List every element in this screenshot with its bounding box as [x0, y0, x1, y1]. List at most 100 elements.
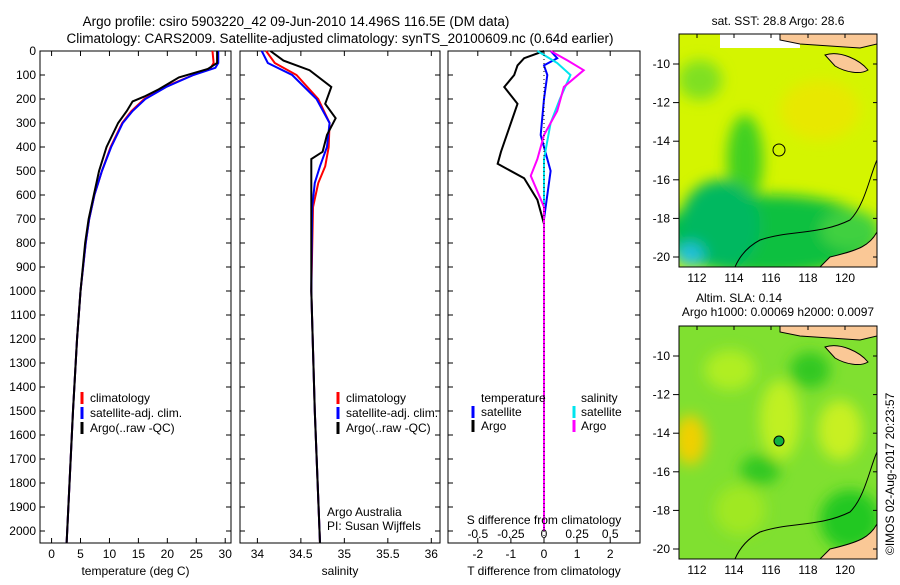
y-tick-label: 0: [29, 44, 36, 58]
x-tick-label: 25: [190, 547, 204, 561]
lon-tick-label: 116: [761, 563, 780, 577]
x-tick-label: 20: [161, 547, 175, 561]
y-tick-label: 500: [16, 164, 36, 178]
sla-map: Altim. SLA: 0.14 Argo h1000: 0.00069 h20…: [653, 291, 878, 577]
difference-panel: -2 -1 0 1 2 T difference from climatology -0.5…: [447, 50, 641, 578]
y-tick-label: 1300: [9, 356, 36, 370]
series-t-argo: [496, 50, 545, 531]
sla-map-title-2: Argo h1000: 0.00069 h2000: 0.0097: [682, 305, 874, 319]
lat-tick-label: -20: [653, 250, 671, 264]
x-tick-label: 5: [77, 547, 84, 561]
lon-tick-label: 112: [687, 563, 706, 577]
y-tick-label: 1800: [9, 476, 36, 490]
axes-box: [39, 50, 232, 544]
x2-axis-label: S difference from climatology: [467, 513, 622, 527]
x-axis-label: temperature (deg C): [81, 564, 189, 578]
lat-tick-label: -12: [653, 388, 671, 402]
lon-tick-label: 118: [798, 271, 817, 285]
legend-entry: satellite-adj. clim.: [90, 406, 182, 420]
lat-tick-label: -10: [653, 349, 671, 363]
temperature-panel: 0 5 10 15 20 25 300100200300400500600700800900…: [9, 44, 232, 578]
lon-tick-label: 112: [687, 271, 706, 285]
legend-entry: satellite: [481, 405, 522, 419]
x-tick-label: 30: [219, 547, 233, 561]
legend-title: temperature: [481, 391, 546, 405]
y-tick-label: 1200: [9, 332, 36, 346]
x-tick-label: 0: [48, 547, 55, 561]
x-tick-label: 15: [132, 547, 146, 561]
y-tick-label: 300: [16, 116, 36, 130]
lat-tick-label: -14: [653, 426, 671, 440]
lat-tick-label: -18: [653, 503, 671, 517]
salinity-panel: 34 34.5 35 35.5 36 salinity climatologysatelli…: [239, 50, 441, 578]
lat-tick-label: -18: [653, 211, 671, 225]
x-tick-label: 2: [607, 547, 614, 561]
legend-entry: satellite: [581, 405, 622, 419]
axes-box: [239, 50, 441, 544]
x-tick-label: 35.5: [376, 547, 400, 561]
y-tick-label: 100: [16, 68, 36, 82]
y-tick-label: 400: [16, 140, 36, 154]
x-tick-label: 1: [574, 547, 581, 561]
lon-tick-label: 114: [724, 271, 743, 285]
series-argo-raw-qc-: [269, 50, 337, 544]
series-satellite-adj-clim-: [260, 50, 331, 544]
lon-tick-label: 114: [724, 563, 743, 577]
legend-title: salinity: [581, 391, 618, 405]
lat-tick-label: -10: [653, 57, 671, 71]
legend-entry: Argo(..raw -QC): [90, 421, 175, 435]
annotation: Argo Australia: [327, 505, 402, 519]
x2-tick-label: 0.25: [565, 527, 589, 541]
series-climatology: [65, 50, 215, 544]
x-tick-label: 0: [541, 547, 548, 561]
x-tick-label: -2: [472, 547, 483, 561]
x2-tick-label: 0: [541, 527, 548, 541]
series-s-argo: [529, 50, 586, 531]
series-climatology: [265, 50, 331, 544]
legend-entry: Argo: [481, 419, 507, 433]
y-tick-label: 600: [16, 188, 36, 202]
argo-location-marker: [773, 435, 785, 447]
y-tick-label: 1500: [9, 404, 36, 418]
lon-tick-label: 120: [835, 563, 855, 577]
y-tick-label: 1700: [9, 452, 36, 466]
lat-tick-label: -16: [653, 465, 671, 479]
x2-tick-label: 0.5: [602, 527, 619, 541]
legend-entry: climatology: [90, 391, 150, 405]
y-tick-label: 800: [16, 236, 36, 250]
x-axis-label: salinity: [322, 564, 359, 578]
y-tick-label: 1400: [9, 380, 36, 394]
x-tick-label: 34: [251, 547, 265, 561]
y-tick-label: 1900: [9, 500, 36, 514]
series-argo-raw-qc-: [65, 51, 219, 544]
sst-map-title: sat. SST: 28.8 Argo: 28.6: [712, 14, 845, 28]
lat-tick-label: -12: [653, 96, 671, 110]
lon-tick-label: 116: [761, 271, 780, 285]
imos-timestamp: ©IMOS 02-Aug-2017 20:23:57: [883, 392, 897, 555]
legend-entry: Argo: [581, 419, 607, 433]
lon-tick-label: 120: [835, 271, 855, 285]
lon-tick-label: 118: [798, 563, 817, 577]
annotation: PI: Susan Wijffels: [327, 519, 421, 533]
x2-tick-label: -0.5: [467, 527, 488, 541]
y-tick-label: 200: [16, 92, 36, 106]
lat-tick-label: -16: [653, 173, 671, 187]
y-tick-label: 700: [16, 212, 36, 226]
y-tick-label: 1100: [10, 308, 36, 322]
x-axis-label: T difference from climatology: [467, 564, 621, 578]
sla-map-title-1: Altim. SLA: 0.14: [696, 291, 782, 305]
legend-entry: satellite-adj. clim.: [346, 406, 438, 420]
title-line-2: Climatology: CARS2009. Satellite-adjuste…: [66, 31, 613, 46]
y-tick-label: 2000: [9, 524, 36, 538]
y-tick-label: 1600: [9, 428, 36, 442]
y-tick-label: 1000: [9, 284, 36, 298]
lat-tick-label: -14: [653, 134, 671, 148]
x-tick-label: -1: [506, 547, 517, 561]
title-line-1: Argo profile: csiro 5903220_42 09-Jun-20…: [83, 14, 510, 29]
x-tick-label: 34.5: [289, 547, 313, 561]
sst-map: sat. SST: 28.8 Argo: 28.6 112 114 116 118 12…: [653, 14, 878, 285]
lat-tick-label: -20: [653, 542, 671, 556]
argo-location-marker: [772, 143, 786, 157]
legend-entry: Argo(..raw -QC): [346, 421, 431, 435]
